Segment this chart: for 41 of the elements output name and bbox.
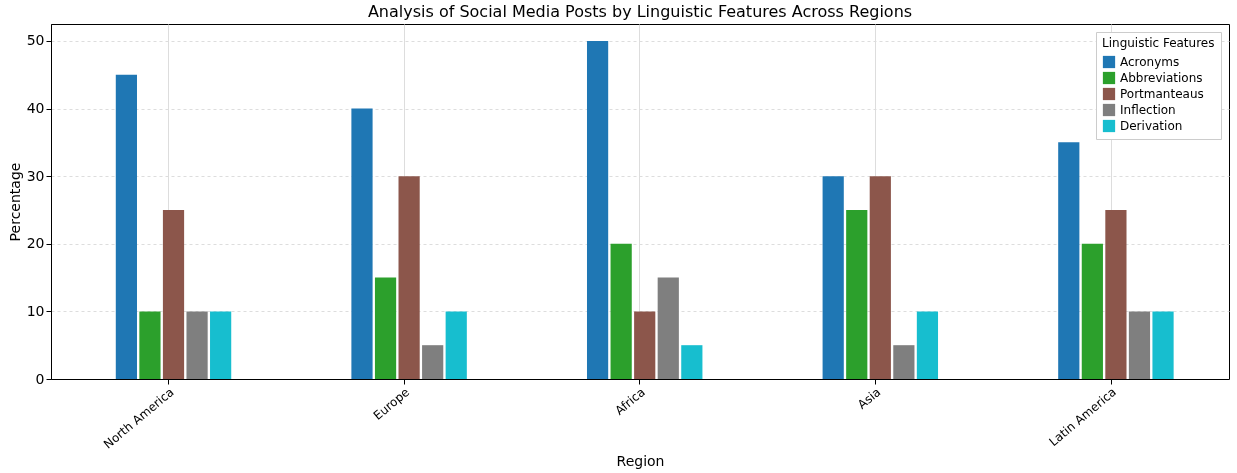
bar bbox=[115, 74, 137, 379]
y-tick-label: 40 bbox=[26, 100, 45, 117]
bar bbox=[186, 311, 208, 379]
bar bbox=[1128, 311, 1151, 379]
y-axis-title: Percentage bbox=[6, 162, 23, 242]
chart-title: Analysis of Social Media Posts by Linguistic Features Across Regions bbox=[367, 2, 913, 21]
y-tick-label: 30 bbox=[26, 167, 45, 184]
y-tick-label: 0 bbox=[35, 370, 45, 387]
x-axis-title: Region bbox=[616, 452, 665, 469]
legend-label: Abbreviations bbox=[1120, 71, 1203, 85]
bar bbox=[210, 311, 232, 379]
bar bbox=[1058, 142, 1080, 379]
bar bbox=[893, 345, 915, 379]
y-tick-label: 50 bbox=[26, 32, 45, 49]
bar bbox=[398, 176, 420, 379]
bar bbox=[1152, 311, 1174, 379]
legend-title: Linguistic Features bbox=[1102, 36, 1215, 50]
bar bbox=[162, 209, 185, 379]
bar bbox=[610, 243, 632, 379]
bar bbox=[445, 311, 467, 379]
bar bbox=[634, 311, 656, 379]
bar bbox=[822, 176, 844, 379]
bar bbox=[846, 209, 868, 379]
bar bbox=[586, 40, 609, 379]
y-tick-label: 10 bbox=[26, 302, 45, 319]
bar bbox=[916, 311, 939, 379]
y-tick-label: 20 bbox=[26, 235, 45, 252]
legend-label: Acronyms bbox=[1120, 55, 1180, 69]
x-tick-label: Asia bbox=[855, 384, 884, 412]
bar bbox=[1081, 243, 1103, 379]
legend-label: Derivation bbox=[1120, 119, 1183, 133]
bar bbox=[869, 176, 891, 379]
bar bbox=[681, 345, 703, 379]
bar bbox=[351, 108, 373, 379]
bar bbox=[139, 311, 161, 379]
legend-label: Portmanteaus bbox=[1120, 87, 1204, 101]
bar bbox=[657, 277, 679, 379]
bar bbox=[422, 345, 444, 379]
bar bbox=[374, 277, 397, 379]
legend-label: Inflection bbox=[1120, 103, 1176, 117]
bar bbox=[1105, 209, 1127, 379]
